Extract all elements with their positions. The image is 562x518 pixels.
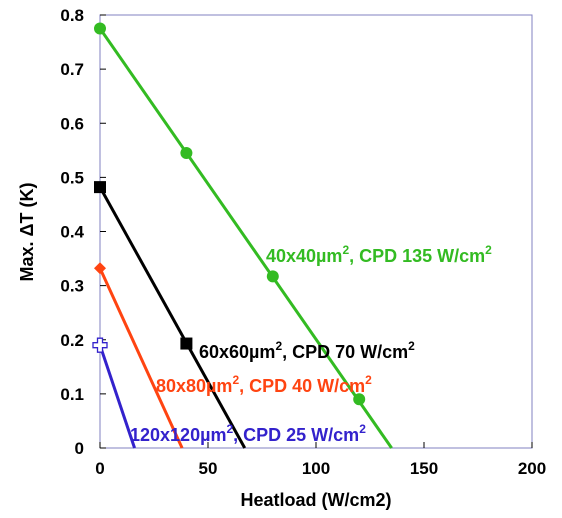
- data-point-s80: [94, 262, 106, 275]
- x-tick-label: 0: [95, 459, 104, 478]
- x-axis-title: Heatload (W/cm2): [240, 490, 391, 510]
- x-tick-label: 150: [410, 459, 438, 478]
- series-label-s120: 120x120µm2, CPD 25 W/cm2: [130, 422, 366, 445]
- series-line-s40: [98, 27, 393, 449]
- y-axis-title: Max. ΔT (K): [17, 183, 37, 282]
- x-tick-label: 200: [518, 459, 546, 478]
- axis-ticks: 0 50 100 150 200 0 0.1 0.2 0.3 0.4 0.5 0.6 0.7 0.8: [60, 6, 546, 478]
- y-tick-label: 0.8: [60, 6, 84, 25]
- series-line-s80: [98, 267, 184, 449]
- y-tick-label: 0.5: [60, 168, 84, 187]
- y-tick-label: 0.6: [60, 114, 84, 133]
- data-point-s60: [94, 181, 106, 194]
- series-line-s60: [98, 186, 247, 449]
- y-tick-label: 0.7: [60, 60, 84, 79]
- data-point-s40: [266, 270, 279, 283]
- y-tick-label: 0: [75, 439, 84, 458]
- y-tick-label: 0.2: [60, 331, 84, 350]
- x-tick-label: 50: [199, 459, 218, 478]
- data-point-s40: [180, 147, 193, 160]
- plot-frame: [99, 14, 533, 449]
- y-tick-label: 0.4: [60, 223, 84, 242]
- y-tick-label: 0.3: [60, 277, 84, 296]
- series-label-s80: 80x80µm2, CPD 40 W/cm2: [156, 373, 372, 396]
- data-point-s40: [353, 393, 366, 406]
- data-point-s120: [92, 337, 108, 353]
- series-line-s120: [98, 344, 136, 449]
- series-label-s60: 60x60µm2, CPD 70 W/cm2: [199, 339, 415, 362]
- x-tick-label: 100: [302, 459, 330, 478]
- series-label-s40: 40x40µm2, CPD 135 W/cm2: [266, 243, 492, 266]
- series-labels: 40x40µm2, CPD 135 W/cm2 60x60µm2, CPD 70 …: [130, 243, 492, 445]
- data-point-s60: [180, 337, 193, 350]
- series-group: [92, 22, 393, 449]
- data-point-s40: [94, 22, 106, 35]
- y-tick-label: 0.1: [60, 385, 84, 404]
